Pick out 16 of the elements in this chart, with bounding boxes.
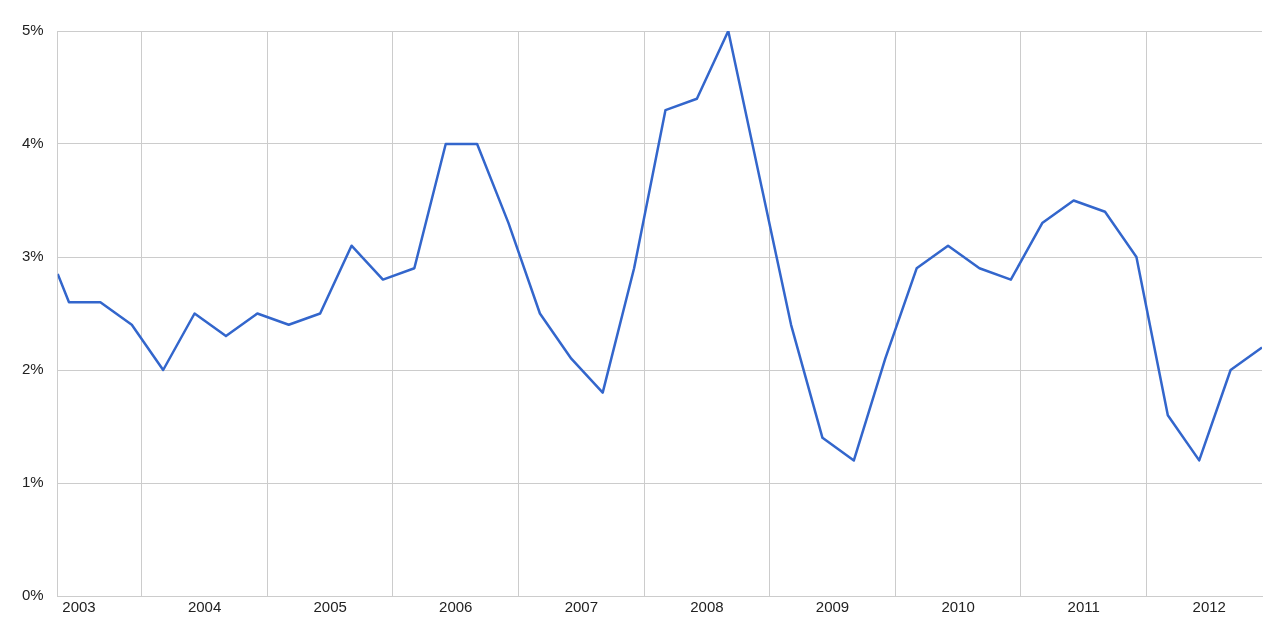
y-tick-label: 0% [21,586,44,604]
y-tick-label: 5% [21,21,44,39]
x-tick-label: 2010 [941,598,975,616]
x-tick-label: 2007 [564,598,599,616]
y-tick-label: 4% [21,134,44,152]
x-tick-label: 2008 [690,598,724,616]
x-tick-label: 2004 [187,598,222,616]
x-tick-label: 2011 [1067,598,1100,616]
y-tick-label: 3% [21,247,44,265]
y-tick-label: 1% [21,473,44,491]
x-tick-label: 2006 [439,598,473,616]
x-tick-label: 2003 [62,598,96,616]
x-tick-label: 2012 [1192,598,1226,616]
x-tick-label: 2005 [313,598,347,616]
y-tick-label: 2% [21,360,44,378]
x-tick-label: 2009 [815,598,850,616]
